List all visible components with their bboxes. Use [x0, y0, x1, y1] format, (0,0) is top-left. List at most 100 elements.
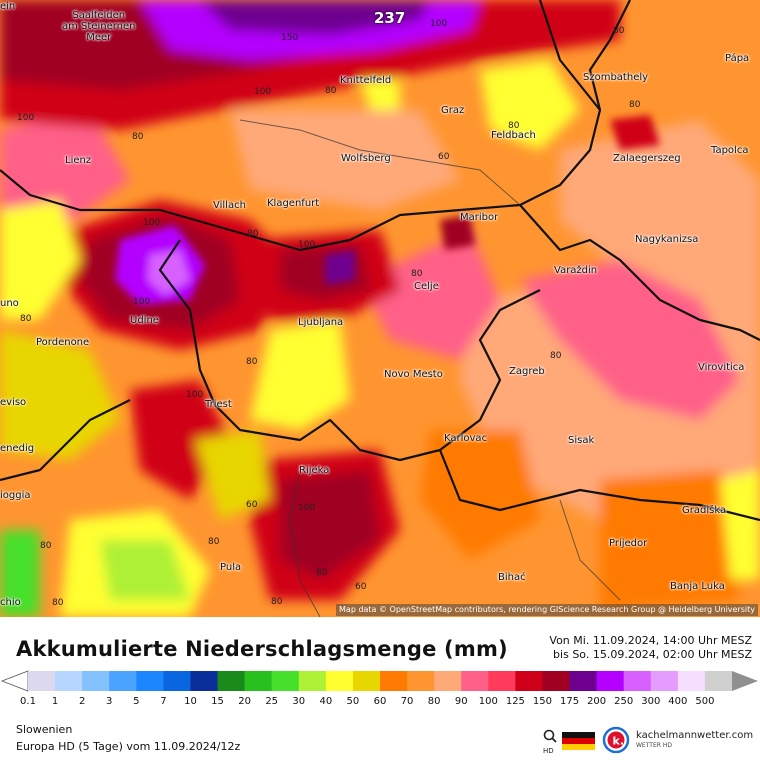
isoline-label: 80 — [629, 100, 641, 110]
scale-tick-label: 5 — [133, 696, 140, 707]
color-scale-bar — [0, 670, 758, 692]
isoline-label: 80 — [247, 229, 259, 239]
scale-swatch — [325, 671, 354, 691]
isoline-label: 60 — [438, 152, 450, 162]
hd-label: HD — [543, 747, 554, 755]
period-to: bis So. 15.09.2024, 02:00 Uhr MESZ — [553, 648, 752, 661]
isoline-label: 80 — [52, 598, 64, 608]
scale-tick-label: 175 — [559, 696, 580, 707]
scale-swatch — [407, 671, 435, 691]
edge-label-6: chio — [0, 597, 21, 608]
precipitation-map[interactable]: 237 Saalfelden am Steinernen Meer Knitte… — [0, 0, 760, 617]
scale-swatch — [434, 671, 462, 691]
scale-swatch — [623, 671, 652, 691]
scale-swatch — [352, 671, 381, 691]
isoline-label: 80 — [316, 568, 328, 578]
edge-label-5: ioggia — [0, 490, 31, 501]
isoline-label: 100 — [430, 19, 448, 29]
brand-subtitle: WETTER HD — [636, 742, 672, 749]
scale-tick-label: 50 — [346, 696, 360, 707]
scale-swatch — [136, 671, 164, 691]
forecast-period: Von Mi. 11.09.2024, 14:00 Uhr MESZ bis S… — [549, 634, 752, 662]
svg-text:k.: k. — [613, 735, 625, 748]
isoline-label: 100 — [17, 113, 35, 123]
scale-swatch — [82, 671, 110, 691]
city-pordenone: Pordenone — [36, 337, 90, 348]
isoline-label: 100 — [298, 503, 316, 513]
scale-swatch — [271, 671, 300, 691]
scale-arrow-left — [0, 670, 29, 692]
city-varazdin: Varaždin — [554, 265, 598, 276]
scale-swatch — [28, 671, 56, 691]
city-triest: Triest — [205, 399, 232, 410]
isoline-label: 80 — [20, 314, 32, 324]
isoline-label: 80 — [411, 269, 423, 279]
edge-label-1: ein — [0, 1, 16, 12]
brand-name[interactable]: kachelmannwetter.com — [636, 730, 754, 741]
isoline-label: 100 — [133, 297, 151, 307]
scale-swatch — [650, 671, 679, 691]
edge-label-2: uno — [0, 298, 19, 309]
city-maribor: Maribor — [460, 212, 499, 223]
scale-tick-label: 200 — [587, 696, 607, 707]
scale-swatch — [569, 671, 598, 691]
city-nagykanizsa: Nagykanizsa — [635, 234, 699, 245]
city-tapolca: Tapolca — [711, 145, 749, 156]
scale-tick-label: 0.1 — [20, 696, 36, 707]
scale-tick-label: 125 — [505, 696, 525, 707]
brand-icons: HD k. — [543, 726, 630, 755]
scale-swatch — [596, 671, 625, 691]
city-gradiska: Gradiška — [682, 505, 727, 516]
legend-footer: Akkumulierte Niederschlagsmenge (mm) Von… — [0, 617, 760, 760]
scale-swatch — [515, 671, 543, 691]
isoline-label: 80 — [40, 541, 52, 551]
city-zalaegerszeg: Zalaegerszeg — [613, 153, 681, 164]
scale-tick-label: 3 — [106, 696, 113, 707]
edge-label-4: enedig — [0, 443, 35, 454]
isoline-label: 100 — [186, 390, 204, 400]
scale-swatch — [380, 671, 408, 691]
scale-tick-label: 100 — [478, 696, 498, 707]
city-ljubljana: Ljubljana — [298, 317, 344, 328]
scale-tick-label: 10 — [184, 696, 197, 707]
scale-tick-label: 500 — [695, 696, 715, 707]
chart-title: Akkumulierte Niederschlagsmenge (mm) — [16, 637, 508, 661]
isoline-label: 80 — [208, 537, 220, 547]
city-pula: Pula — [220, 562, 242, 573]
scale-arrow-right — [732, 671, 758, 691]
isoline-label: 150 — [281, 33, 299, 43]
brand-block[interactable]: HD k. kachelmannwetter.com WETTER HD — [540, 725, 755, 755]
isoline-label: 80 — [132, 132, 144, 142]
city-virovitica: Virovitica — [698, 362, 745, 373]
scale-tick-label: 1 — [51, 696, 59, 707]
map-attribution: Map data © OpenStreetMap contributors, r… — [336, 604, 758, 616]
isoline-label: 80 — [550, 351, 562, 361]
city-prijedor: Prijedor — [609, 538, 648, 549]
city-knittelfeld: Knittelfeld — [340, 75, 392, 86]
scale-swatch — [542, 671, 571, 691]
isoline-label: 80 — [508, 121, 520, 131]
city-wolfsberg: Wolfsberg — [341, 153, 391, 164]
magnifier-icon — [543, 729, 557, 743]
scale-swatch — [55, 671, 83, 691]
scale-swatch — [244, 671, 273, 691]
city-banja-luka: Banja Luka — [670, 581, 725, 592]
scale-swatch — [488, 671, 516, 691]
period-from: Von Mi. 11.09.2024, 14:00 Uhr MESZ — [549, 634, 752, 647]
city-saalfelden: Saalfelden am Steinernen Meer — [62, 10, 136, 43]
isoline-label: 80 — [271, 597, 283, 607]
city-feldbach: Feldbach — [491, 130, 536, 141]
city-udine: Udine — [130, 315, 159, 326]
city-lienz: Lienz — [65, 155, 92, 166]
scale-swatch — [163, 671, 191, 691]
scale-tick-label: 70 — [400, 696, 414, 707]
isoline-label: 60 — [246, 500, 258, 510]
scale-tick-label: 90 — [454, 696, 468, 707]
scale-tick-label: 250 — [614, 696, 634, 707]
scale-swatch — [190, 671, 219, 691]
scale-tick-label: 30 — [292, 696, 306, 707]
scale-swatch — [677, 671, 706, 691]
color-scale-ticks: 0.1 1 2 3 5 7 10 15 20 25 30 40 50 60 70 80 90 100 125 150 1… — [0, 696, 760, 710]
scale-tick-label: 20 — [238, 696, 251, 707]
scale-tick-label: 40 — [319, 696, 333, 707]
